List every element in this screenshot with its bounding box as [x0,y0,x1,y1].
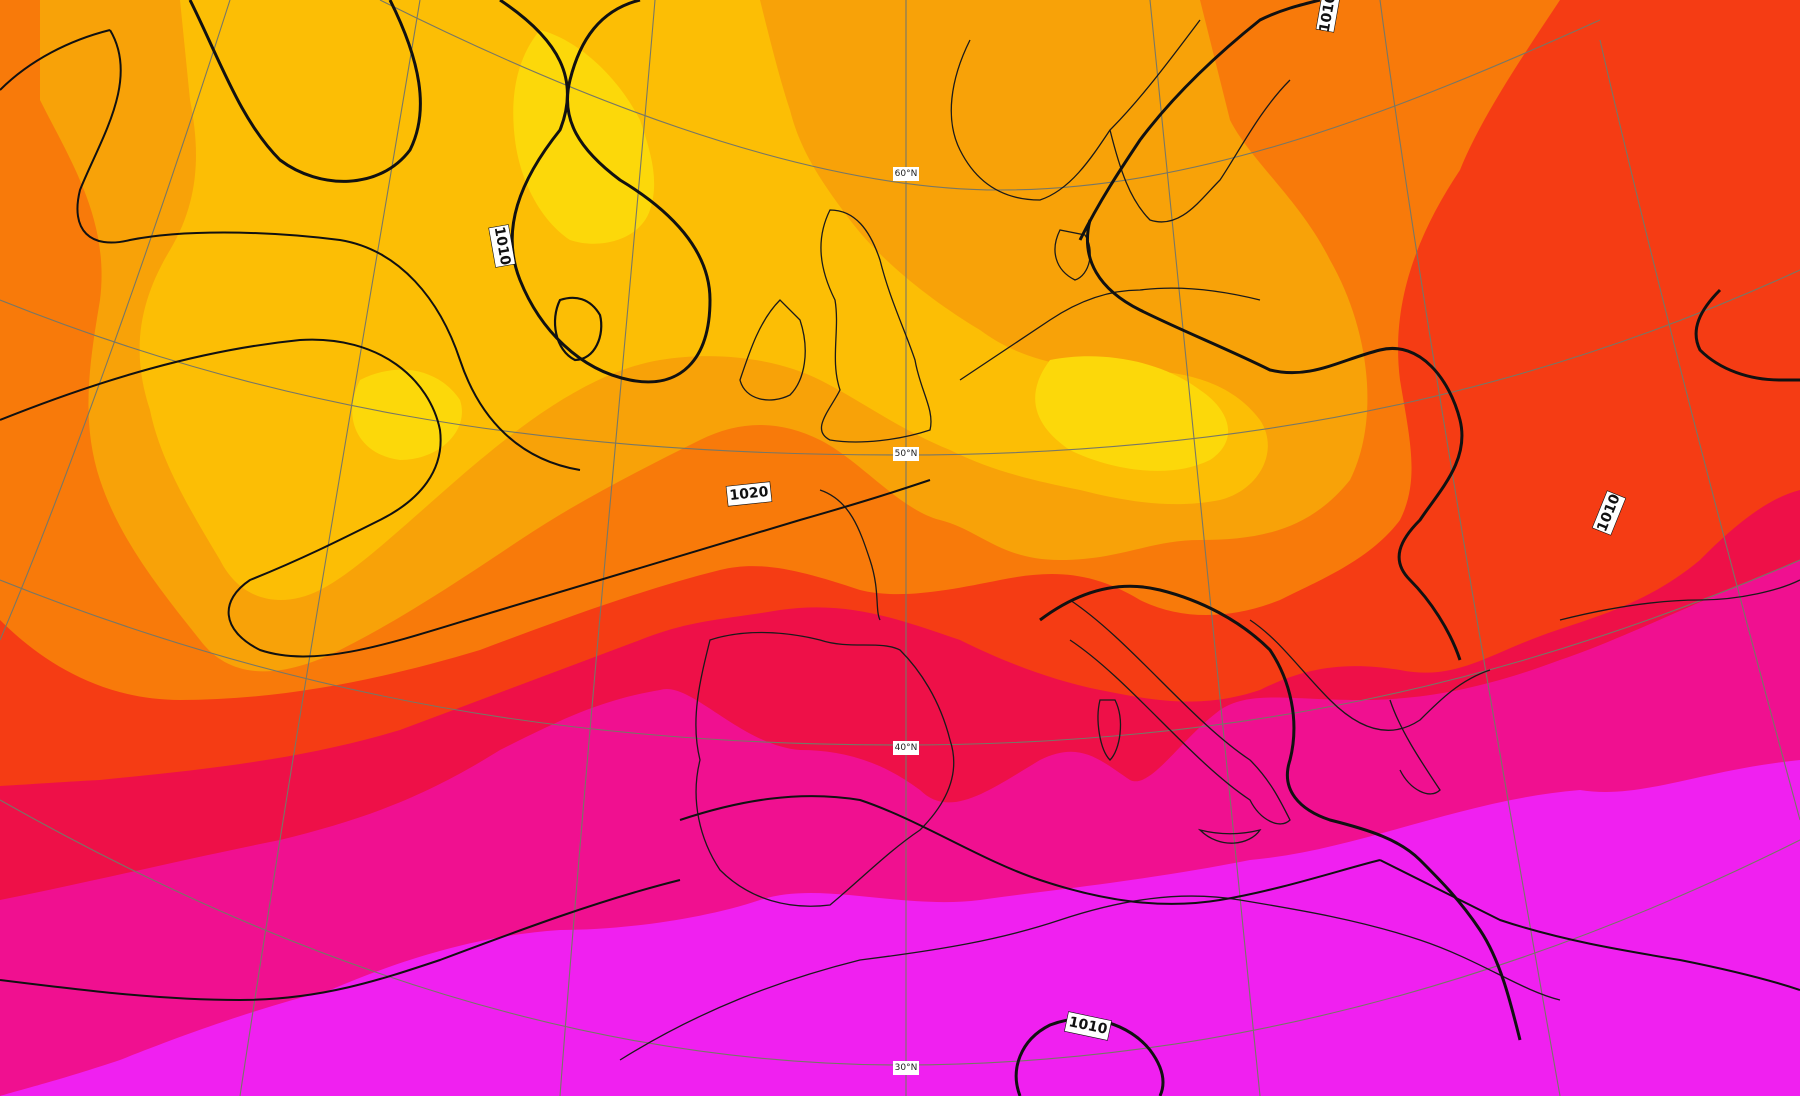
meridian-w30 [0,0,231,641]
isobar-atlantic-west [76,29,581,471]
coastlines [619,19,1800,1061]
coast-sweden-baltic [1109,79,1291,223]
isobar-1010-black-sea [1694,288,1800,382]
coast-greece [1389,699,1441,795]
latitude-line-60n [379,0,1601,191]
isobar-label-text: 1010 [1317,0,1340,34]
latitude-label-text: 40°N [895,743,918,753]
isobar-1010-central-europe [1085,219,1464,661]
coast-denmark [1054,229,1091,281]
meridian-e30 [1599,39,1800,821]
coast-great-britain [820,209,932,443]
isobar-western-atlantic [0,29,111,91]
coast-italy [1069,599,1291,825]
isobar-label-1010-sahara: 1010 [1064,1011,1112,1041]
coast-north-sea-continent [959,287,1261,381]
shade-yellow [352,30,1229,471]
coast-balkans [1249,619,1491,732]
meridian-w20 [239,0,421,1096]
meridian-e20 [1379,0,1561,1096]
latitude-label-text: 60°N [895,169,918,179]
isobar-label-1010-scandinavia: 1010 [1315,0,1341,34]
isobar-north-atlantic-loop [188,0,422,183]
meridian-e10 [1149,0,1261,1096]
isobar-label-text: 1010 [491,225,514,266]
coast-sicily [1197,828,1262,844]
isobar-label-1010-north-atlantic: 1010 [488,224,516,268]
meridian-w10 [559,0,656,1096]
isobar-north-africa-1 [0,879,681,1002]
latitude-label-40n: 40°N [893,741,919,755]
isobar-mediterranean [1039,584,1522,1041]
isobar-label-text: 1020 [729,484,770,504]
coast-ireland [739,299,806,401]
latitude-label-text: 30°N [895,1063,918,1073]
latitude-label-30n: 30°N [893,1061,919,1075]
latitude-labels: 60°N 50°N 40°N 30°N [893,167,919,1075]
coast-north-africa [619,895,1561,1061]
isobar-1020-biscay [0,338,931,658]
coast-iberia [695,631,955,907]
isobar-label-text: 1010 [1067,1014,1109,1038]
isobar-east-africa [1379,859,1800,991]
isobar-1010-inner-low [553,296,603,362]
isobar-label-1020-biscay: 1020 [725,481,773,507]
coast-sardinia [1097,699,1122,761]
latitude-label-50n: 50°N [893,447,919,461]
isobar-1010-scandinavia [1078,0,1321,241]
coast-turkey [1559,579,1800,621]
coast-norway [950,19,1201,201]
latitude-label-60n: 60°N [893,167,919,181]
isobar-1010-north-atlantic [499,0,712,384]
latitude-label-text: 50°N [895,449,918,459]
coast-france-biscay [819,489,881,621]
isobar-mediterranean-south [679,795,1381,905]
